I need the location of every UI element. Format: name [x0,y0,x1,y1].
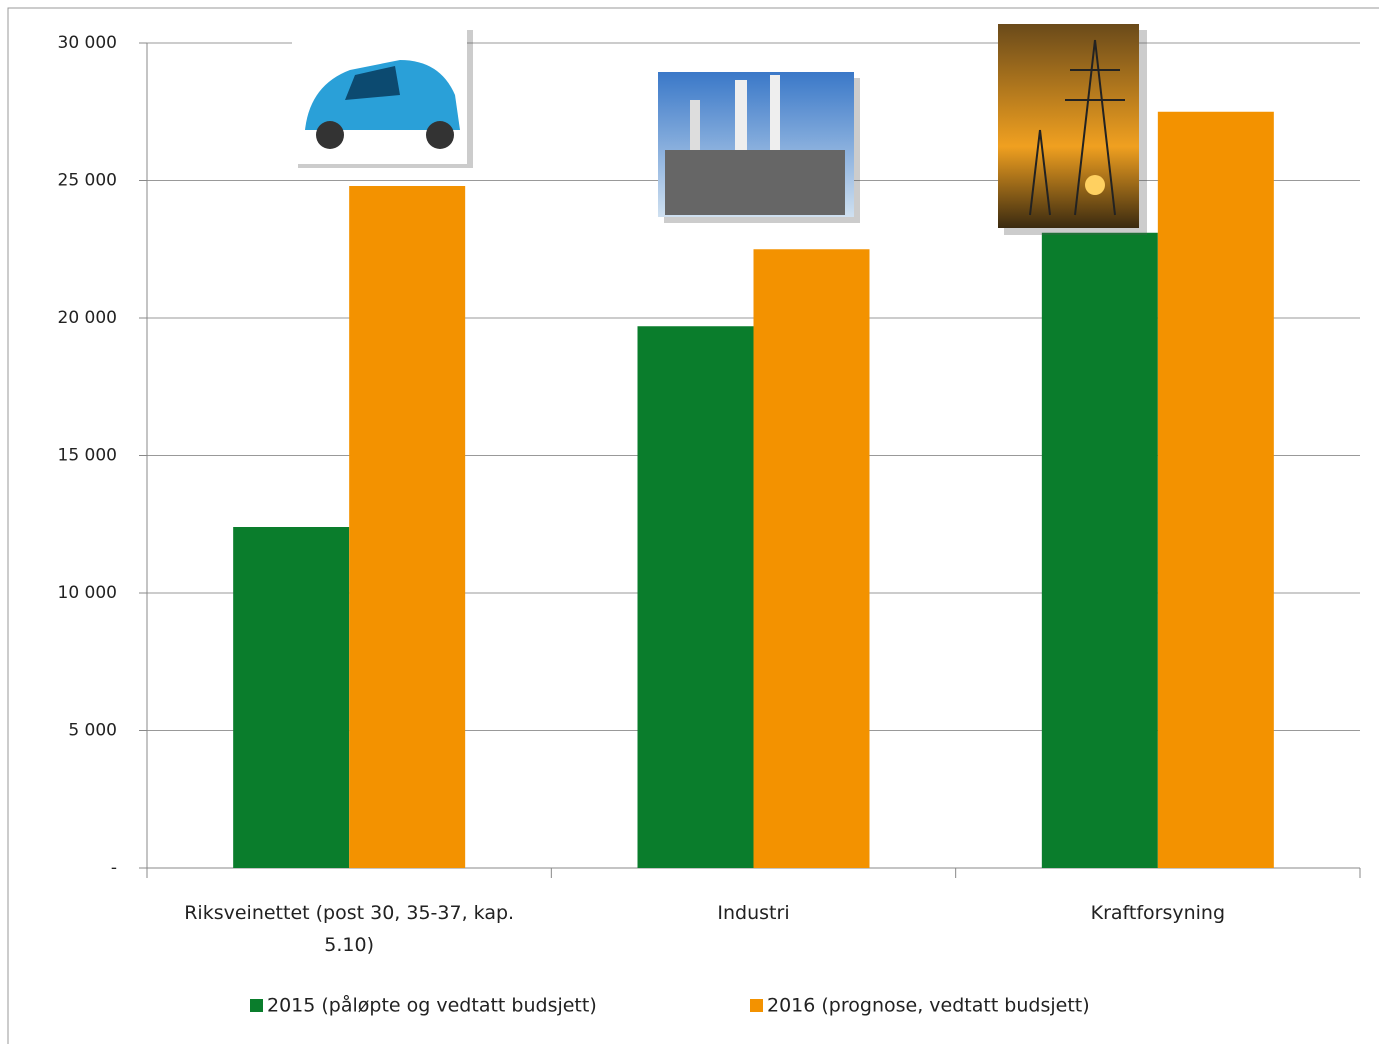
y-tick-label: 25 000 [58,171,117,191]
car-picture [292,26,473,168]
bar [233,527,350,868]
bar [1041,232,1158,868]
legend-label: 2015 (påløpte og vedtatt budsjett) [267,994,597,1017]
x-tick-label: Industri [717,902,790,924]
legend-swatch [250,999,263,1012]
bar [349,186,466,868]
bar [637,326,754,868]
frame [7,7,1379,1044]
y-tick-label: 10 000 [58,583,117,603]
y-tick-label: 20 000 [58,308,117,328]
legend-label: 2016 (prognose, vedtatt budsjett) [767,995,1090,1017]
bar [1157,111,1274,868]
legend-swatch [750,999,763,1012]
x-tick-label: Kraftforsyning [1090,902,1226,924]
industry-picture [658,72,860,223]
x-tick-label: Riksveinettet (post 30, 35-37, kap. 5.10… [184,902,515,956]
power-picture [998,24,1147,235]
y-tick-label: 15 000 [58,446,117,466]
y-tick-label: - [111,858,117,878]
y-tick-label: 30 000 [58,33,117,53]
y-tick-label: 5 000 [68,721,117,741]
bar [753,249,870,868]
